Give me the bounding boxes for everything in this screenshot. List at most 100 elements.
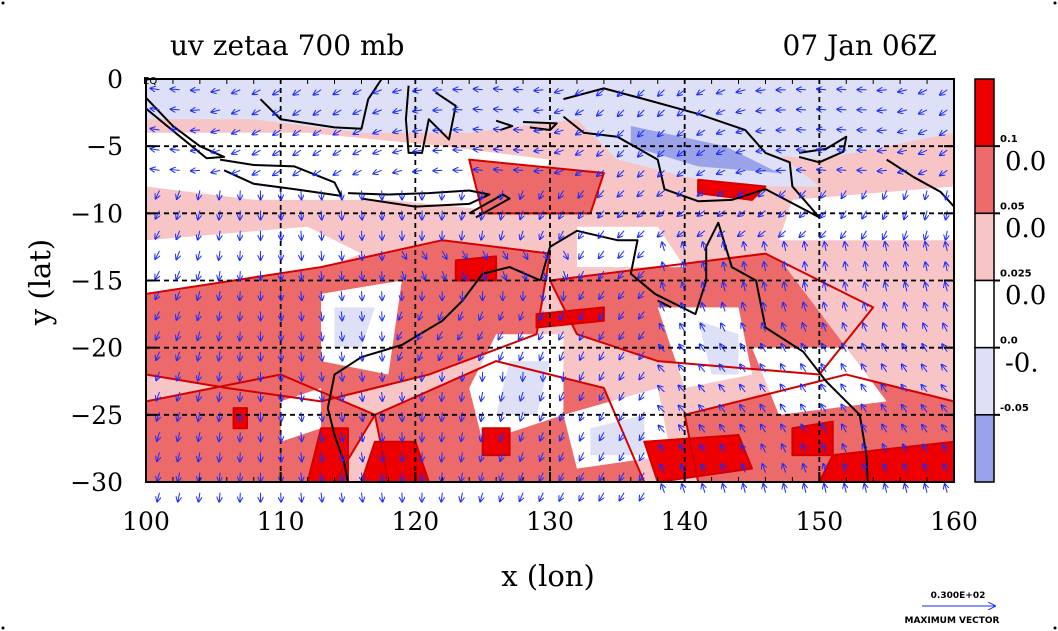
wind-vector: [314, 109, 322, 115]
wind-vector: [353, 150, 362, 154]
wind-vector: [171, 129, 180, 130]
wind-vector: [905, 484, 907, 493]
wind-vector: [273, 169, 281, 175]
wind-vector: [479, 311, 482, 319]
wind-vector: [442, 210, 443, 220]
wind-vector: [494, 109, 503, 110]
wind-vector: [155, 210, 159, 219]
colorbar-swatch: [974, 212, 995, 282]
wind-vector: [638, 250, 645, 257]
wind-vector: [151, 169, 160, 170]
wind-vector: [883, 190, 886, 198]
wind-vector: [198, 351, 200, 361]
wind-vector: [699, 385, 706, 393]
wind-vector: [640, 391, 645, 400]
vorticity-shade: [496, 361, 550, 415]
wind-vector: [501, 230, 503, 240]
wind-vector: [823, 464, 826, 473]
wind-vector: [863, 323, 867, 332]
wind-vector: [757, 130, 766, 131]
wind-vector: [198, 452, 200, 461]
wind-vector: [717, 150, 726, 154]
wind-vector: [758, 230, 766, 237]
wind-vector: [520, 351, 523, 360]
wind-vector: [413, 170, 423, 171]
wind-vector: [638, 109, 645, 116]
wind-vector: [240, 250, 241, 260]
wind-vector: [682, 283, 685, 292]
wind-vector: [341, 351, 342, 361]
wind-vector: [781, 385, 787, 393]
wind-vector: [353, 170, 362, 174]
wind-vector: [178, 472, 180, 482]
wind-vector: [461, 190, 462, 199]
wind-vector: [198, 432, 200, 441]
wind-vector: [211, 150, 221, 152]
wind-vector: [382, 351, 383, 361]
wind-vector: [781, 344, 785, 352]
wind-vector: [702, 484, 705, 493]
wind-vector: [638, 89, 645, 96]
corner-mark: [1053, 626, 1057, 630]
wind-vector: [821, 190, 827, 197]
wind-vector: [281, 391, 282, 401]
wind-vector: [946, 230, 948, 240]
wind-vector: [197, 270, 199, 280]
wind-vector: [301, 432, 302, 441]
wind-vector: [638, 149, 645, 156]
wind-vector: [501, 412, 503, 421]
colorbar-big-label: 0.0: [1005, 147, 1046, 177]
wind-vector: [718, 210, 726, 216]
wind-vector: [919, 110, 928, 114]
wind-vector: [703, 283, 705, 292]
wind-vector: [520, 492, 523, 501]
wind-vector: [155, 291, 159, 299]
wind-vector: [700, 445, 705, 453]
wind-vector: [862, 364, 867, 373]
wind-vector: [619, 311, 625, 318]
wind-vector: [156, 311, 160, 319]
wind-vector: [579, 210, 585, 218]
wind-vector: [844, 484, 846, 493]
colorbar-swatch: [974, 145, 995, 215]
wind-vector: [842, 344, 846, 352]
wind-vector: [560, 432, 564, 440]
wind-vector: [177, 371, 180, 381]
wind-vector: [373, 90, 382, 93]
wind-vector: [801, 424, 805, 433]
wind-vector: [474, 109, 483, 110]
wind-vector: [478, 331, 482, 340]
wind-vector: [702, 303, 705, 312]
vorticity-contour: [818, 440, 954, 482]
wind-vector: [898, 90, 907, 92]
wind-vector: [293, 109, 302, 115]
wind-vector: [155, 230, 159, 239]
y-tick-label: −5: [86, 132, 123, 161]
colorbar-swatch: [974, 414, 995, 483]
y-tick-label: 0: [107, 65, 123, 94]
wind-vector: [501, 391, 503, 401]
wind-vector: [157, 411, 160, 421]
wind-vector: [176, 250, 179, 259]
vorticity-field: [146, 79, 954, 482]
coastline: [146, 97, 226, 160]
wind-vector: [701, 324, 705, 332]
wind-vector: [176, 311, 179, 319]
wind-vector: [802, 444, 806, 453]
wind-vector: [782, 323, 786, 332]
wind-vector: [540, 452, 543, 460]
wind-vector: [281, 351, 282, 361]
wind-vector: [520, 230, 523, 240]
wind-vector: [301, 331, 302, 341]
wind-vector: [904, 464, 907, 473]
wind-vector: [862, 344, 866, 352]
wind-vector: [882, 405, 888, 413]
wind-vector: [903, 444, 907, 453]
wind-vector: [494, 129, 503, 130]
vorticity-shade: [698, 320, 739, 375]
wind-vector: [659, 445, 665, 453]
wind-vector: [539, 190, 543, 198]
wind-vector: [844, 282, 846, 292]
wind-vector: [661, 484, 664, 493]
wind-vector: [640, 472, 645, 481]
